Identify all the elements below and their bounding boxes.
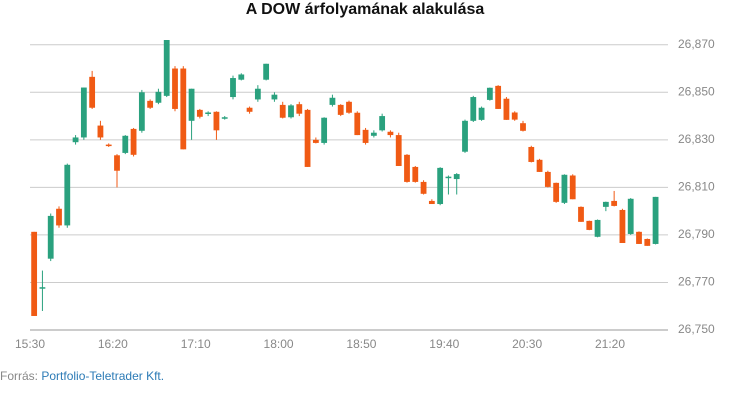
candle-body [122, 135, 129, 153]
source-link: Portfolio-Teletrader Kft. [41, 369, 164, 383]
candle-body [180, 68, 187, 150]
candle-body [296, 104, 303, 114]
candle-body [503, 98, 510, 120]
candle-body [528, 146, 535, 162]
candle-body [627, 198, 634, 234]
candle-body [221, 117, 228, 119]
candle-body [354, 112, 361, 136]
candle-body [213, 111, 220, 131]
candle-body [89, 76, 96, 108]
x-tick-label: 16:20 [98, 337, 128, 351]
candle-body [478, 107, 485, 120]
candle-body [578, 206, 584, 222]
source-label: Forrás: [0, 369, 38, 383]
candle-body [520, 123, 526, 131]
candle-body [47, 215, 54, 259]
candle-body [586, 220, 593, 230]
candle-body [321, 117, 328, 143]
candle-body [362, 129, 369, 143]
candle-body [172, 68, 178, 109]
candle-body [453, 174, 460, 180]
candle-body [594, 219, 601, 237]
candle-body [64, 164, 71, 226]
candle-body [619, 209, 626, 243]
candle-body [304, 109, 311, 167]
chart-title: A DOW árfolyamának alakulása [246, 1, 485, 18]
candle-body [636, 231, 642, 244]
x-tick-label: 21:20 [595, 337, 625, 351]
candle-body [312, 139, 319, 143]
y-tick-label: 26,810 [678, 180, 715, 194]
candle-body [569, 175, 576, 200]
candle-body [147, 100, 154, 108]
candle-body [288, 105, 294, 118]
candle-body [196, 109, 203, 117]
candle-body [470, 97, 477, 121]
candle-body [346, 101, 352, 113]
y-tick-label: 26,830 [678, 132, 715, 146]
candle-body [263, 63, 270, 80]
candle-body [72, 137, 79, 143]
candle-body [395, 135, 402, 166]
candle-body [205, 112, 212, 114]
candle-body [602, 201, 609, 207]
candle-body [163, 40, 170, 96]
candle-body [56, 208, 62, 226]
x-tick-label: 19:40 [429, 337, 459, 351]
candle-body [39, 287, 46, 289]
candle-body [561, 174, 568, 203]
y-tick-label: 26,850 [678, 84, 715, 98]
candle-body [337, 104, 344, 115]
candle-body [80, 87, 87, 138]
candle-body [553, 182, 560, 202]
y-tick-label: 26,790 [678, 227, 715, 241]
x-tick-label: 18:00 [264, 337, 294, 351]
candle-body [97, 125, 104, 138]
candle-body [271, 94, 278, 100]
x-tick-label: 15:30 [15, 337, 45, 351]
candle-body [105, 144, 112, 147]
candle-body [536, 159, 543, 172]
source: Forrás: Portfolio-Teletrader Kft. [0, 369, 164, 383]
candle-body [279, 104, 286, 118]
candle-body [462, 120, 468, 152]
candle-body [387, 131, 394, 136]
candle-body [511, 112, 518, 120]
candle-body [644, 238, 651, 246]
candle-body [370, 132, 377, 136]
candle-body [652, 196, 659, 244]
x-tick-label: 17:10 [181, 337, 211, 351]
candle-body [329, 97, 336, 105]
candle-body [246, 107, 253, 112]
x-tick-label: 20:30 [512, 337, 542, 351]
candle-body [486, 87, 493, 100]
candle-body [114, 155, 120, 171]
candle-body [379, 116, 386, 131]
candle-body [445, 176, 452, 179]
candle-body [437, 167, 444, 205]
y-tick-label: 26,870 [678, 37, 715, 51]
candle-body [130, 128, 137, 155]
candle-body [188, 88, 195, 121]
candle-body [404, 154, 410, 182]
candle-body [230, 78, 236, 98]
candle-body [611, 200, 618, 206]
candle-body [412, 166, 419, 182]
candle-body [138, 92, 145, 131]
candle-body [420, 181, 427, 194]
candle-body [495, 85, 502, 109]
x-tick-label: 18:50 [346, 337, 376, 351]
candle-body [155, 91, 162, 103]
candle-body [238, 74, 245, 80]
candle-body [254, 88, 261, 100]
y-tick-label: 26,770 [678, 275, 715, 289]
y-tick-label: 26,750 [678, 322, 715, 336]
candle-body [544, 171, 551, 187]
candle-body [428, 200, 435, 205]
candle-body [31, 231, 38, 316]
